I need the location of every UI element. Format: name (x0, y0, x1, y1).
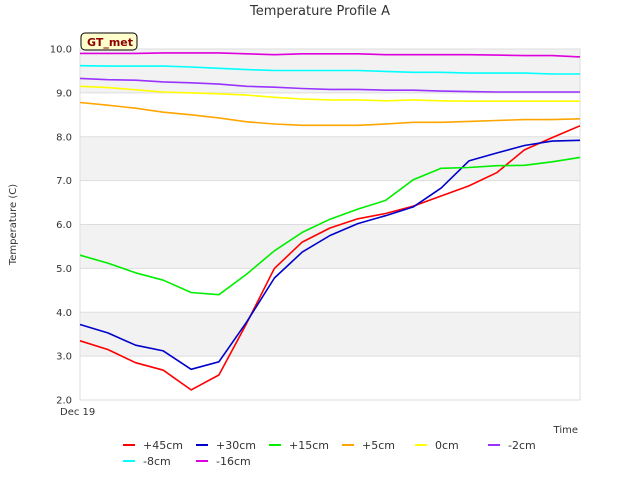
series-lines (79, 52, 581, 391)
site-badge: GT_met (80, 32, 138, 51)
x-tick-label: Dec 19 (60, 407, 95, 418)
series-line-+15cm (79, 156, 581, 296)
legend-label: 0cm (435, 439, 459, 452)
y-axis-ticks: 2.0 3.0 4.0 5.0 6.0 7.0 8.0 9.0 10.0 (50, 45, 72, 407)
y-tick-label: 9.0 (56, 88, 72, 99)
plot-band (80, 312, 580, 357)
site-badge-box (80, 32, 138, 51)
legend-label: -8cm (143, 455, 171, 468)
legend: +45cm +30cm +15cm +5cm 0cm -2cm -8cm -16cm (123, 439, 536, 468)
plot-band (80, 224, 580, 269)
y-axis-label: Temperature (C) (8, 184, 19, 266)
chart-title: Temperature Profile A (249, 4, 390, 19)
legend-label: +45cm (143, 439, 183, 452)
series-line--2cm (79, 77, 580, 93)
series-line-+5cm (79, 101, 581, 127)
site-badge-text: GT_met (87, 36, 133, 49)
y-tick-label: 3.0 (56, 352, 72, 363)
plot-frame (79, 48, 581, 401)
series-line-0cm (79, 85, 580, 102)
legend-label: +30cm (216, 439, 256, 452)
series-line-+45cm (79, 125, 581, 391)
y-tick-label: 7.0 (56, 176, 72, 187)
legend-label: +5cm (362, 439, 395, 452)
legend-label: -2cm (508, 439, 536, 452)
series-line--16cm (80, 52, 581, 58)
y-tick-label: 8.0 (56, 132, 72, 143)
y-tick-label: 6.0 (56, 220, 72, 231)
plot-band (80, 136, 580, 181)
y-tick-label: 5.0 (56, 264, 72, 275)
y-tick-label: 10.0 (50, 45, 72, 56)
legend-label: -16cm (216, 455, 251, 468)
series-line-+30cm (79, 139, 581, 371)
legend-label: +15cm (289, 439, 329, 452)
y-tick-label: 4.0 (56, 308, 72, 319)
x-axis-label: Time (553, 425, 578, 436)
series-line--8cm (79, 64, 580, 75)
y-tick-label: 2.0 (56, 396, 72, 407)
